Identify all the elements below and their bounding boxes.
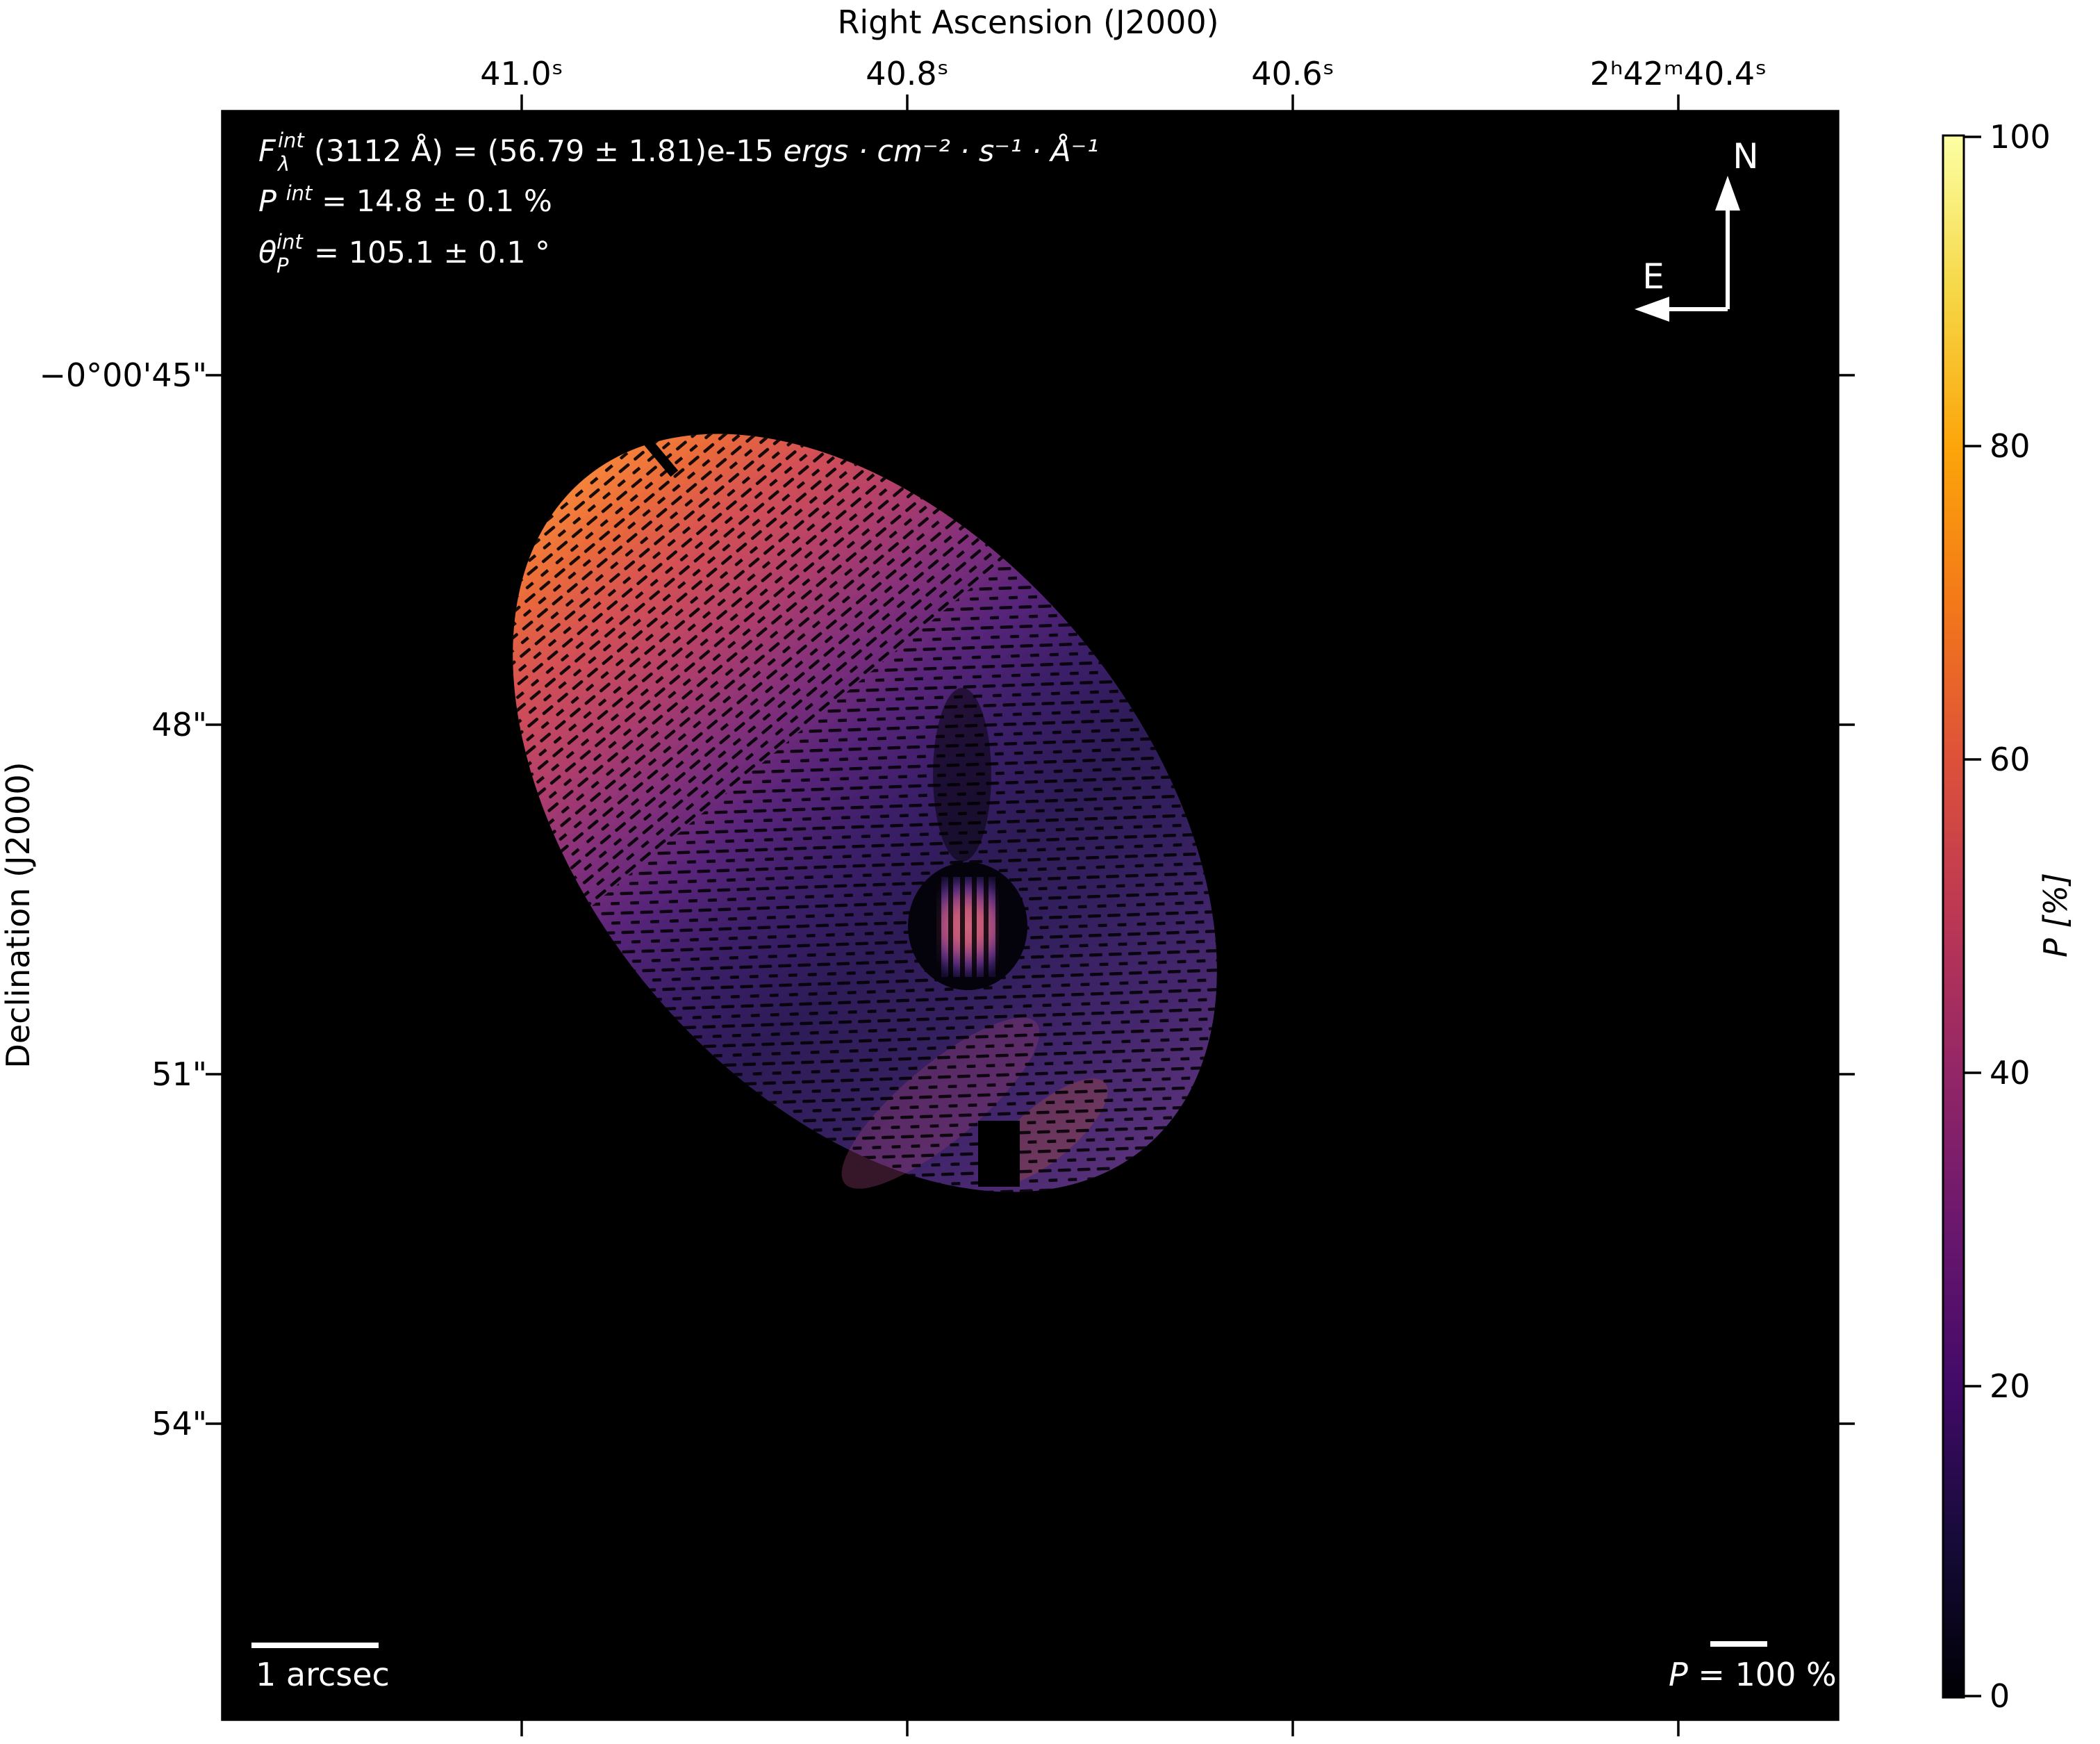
vector-legend-bar	[1710, 1641, 1767, 1647]
theta-subscript: P	[276, 254, 289, 277]
nucleus-vertical-vectors	[936, 877, 999, 977]
ra-tick-40.4s: 2ʰ42ᵐ40.4ˢ	[1590, 55, 1767, 92]
pol-value: = 14.8 ± 0.1 %	[322, 184, 552, 219]
ra-tick-40.8s: 40.8ˢ	[866, 55, 949, 92]
scale-bar-label: 1 arcsec	[256, 1656, 390, 1693]
flux-symbol: F	[258, 134, 276, 169]
colorbar-tick-80: 80	[1990, 427, 2031, 465]
dec-axis-title: Declination (J2000)	[0, 762, 37, 1068]
compass-east-label: E	[1642, 256, 1664, 297]
colorbar-tick-100: 100	[1990, 118, 2051, 156]
scale-bar-line	[251, 1643, 379, 1648]
vector-legend-label: P = 100 %	[1669, 1656, 1837, 1693]
annotation-polarization: P int = 14.8 ± 0.1 %	[258, 173, 552, 219]
annotation-block: F λ int (3112 Å) = (56.79 ± 1.81)e-15 er…	[258, 120, 1099, 280]
theta-symbol: θ	[258, 236, 276, 270]
dec-tick-48: 48"	[151, 706, 207, 743]
theta-superscript: int	[276, 230, 304, 254]
flux-args: (3112 Å)	[314, 133, 443, 169]
dec-tick-54: 54"	[151, 1405, 207, 1442]
north-slit	[627, 419, 679, 477]
colorbar-tick-20: 20	[1990, 1367, 2031, 1405]
colorbar-tick-0: 0	[1990, 1677, 2010, 1715]
east-arrow-icon	[1635, 297, 1669, 322]
plot-frame	[221, 110, 1839, 1721]
pol-symbol: P	[258, 184, 276, 219]
vector-legend-value: = 100 %	[1698, 1656, 1836, 1693]
annotation-angle: θ P int = 105.1 ± 0.1 °	[258, 222, 550, 280]
tick-marks	[206, 94, 1855, 1736]
colorbar-axis-label: P [%]	[2037, 873, 2074, 957]
dec-tick-45: −0°00'45"	[39, 356, 207, 394]
annotation-flux: F λ int (3112 Å) = (56.79 ± 1.81)e-15 er…	[258, 120, 1099, 179]
scale-bar: 1 arcsec	[251, 1643, 390, 1693]
colorbar-ticks	[1964, 135, 1981, 1697]
south-notch	[978, 1121, 1020, 1187]
dark-lane	[933, 688, 991, 862]
flux-subscript: λ	[276, 152, 290, 176]
theta-value: = 105.1 ± 0.1 °	[314, 236, 550, 270]
colorbar: 100 80 60 40 20 0 P [%]	[1942, 118, 2074, 1715]
compass-north-label: N	[1733, 136, 1758, 176]
flux-superscript: int	[278, 129, 305, 152]
pol-superscript: int	[286, 181, 313, 205]
flux-units: ergs · cm⁻² · s⁻¹ · Å⁻¹	[784, 133, 1099, 169]
compass: N E	[1635, 136, 1759, 322]
colorbar-tick-40: 40	[1990, 1054, 2031, 1092]
ra-axis-title: Right Ascension (J2000)	[837, 3, 1218, 41]
colorbar-tick-60: 60	[1990, 741, 2031, 778]
vector-legend: P = 100 %	[1669, 1641, 1837, 1693]
colorbar-gradient	[1942, 134, 1965, 1699]
flux-value: = (56.79 ± 1.81)e-15	[453, 134, 784, 169]
vector-legend-symbol: P	[1669, 1656, 1688, 1693]
ra-tick-40.6s: 40.6ˢ	[1251, 55, 1334, 92]
ra-tick-41.0s: 41.0ˢ	[480, 55, 563, 92]
dec-tick-51: 51"	[151, 1055, 207, 1093]
north-arrow-icon	[1715, 176, 1740, 211]
